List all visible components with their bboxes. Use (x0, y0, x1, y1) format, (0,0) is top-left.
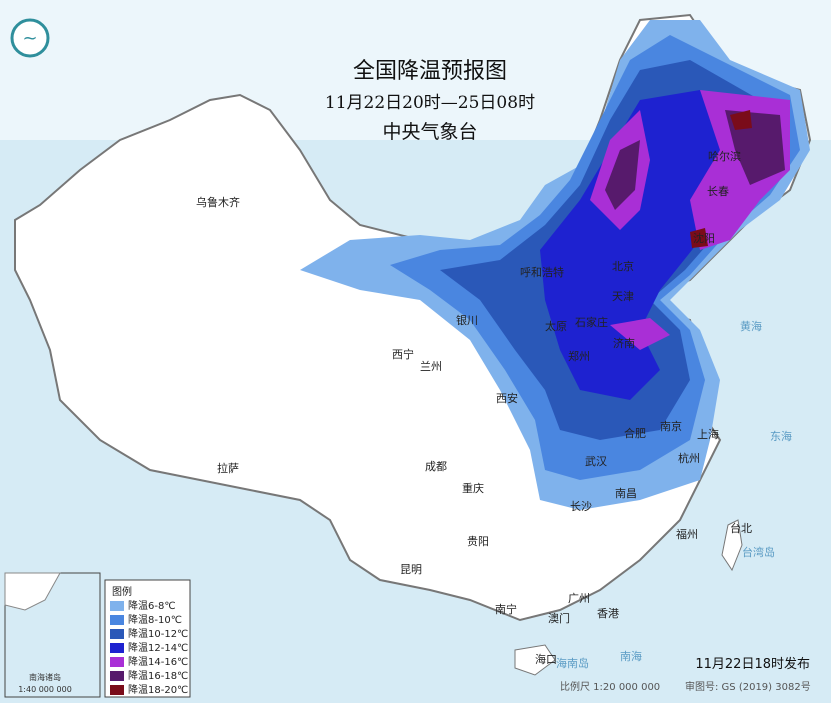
sea-label: 黄海 (740, 319, 762, 333)
legend-swatch (110, 671, 124, 681)
legend-label: 降温6-8℃ (128, 599, 176, 612)
inset-land (4, 572, 61, 611)
legend-swatch (110, 657, 124, 667)
logo (10, 18, 50, 58)
city: 南京 (660, 419, 682, 433)
legend-label: 降温14-16℃ (128, 655, 188, 668)
scale-note: 比例尺 1:20 000 000 (560, 680, 660, 693)
legend-swatch (110, 685, 124, 695)
city: 长春 (707, 185, 729, 198)
city: 呼和浩特 (520, 265, 564, 279)
legend: 降温6-8℃降温8-10℃降温10-12℃降温12-14℃降温14-16℃降温1… (110, 599, 188, 696)
issuer: 中央气象台 (382, 121, 477, 143)
title: 全国降温预报图 (353, 59, 507, 84)
city: 台北 (730, 521, 752, 535)
city: 重庆 (462, 481, 484, 495)
city: 合肥 (624, 426, 646, 440)
city: 石家庄 (575, 315, 608, 329)
logo-mark: ~ (22, 28, 37, 49)
city: 乌鲁木齐 (196, 195, 240, 209)
legend-swatch (110, 643, 124, 653)
period: 11月22日20时—25日08时 (325, 93, 535, 113)
city: 北京 (612, 259, 634, 273)
city: 银川 (456, 313, 478, 327)
city: 沈阳 (693, 231, 715, 245)
city: 兰州 (420, 360, 442, 373)
island-label: 台湾岛 (742, 545, 775, 559)
cooling-zone (605, 140, 640, 210)
hainan (514, 644, 556, 676)
city: 西安 (496, 391, 518, 405)
cooling-zone (730, 110, 752, 130)
cooling-zone (610, 318, 670, 350)
cities: 乌鲁木齐 西宁 兰州 银川 呼和浩特 北京 天津 石家庄 太原 济南 郑州 西安… (196, 149, 752, 666)
city: 昆明 (400, 563, 422, 576)
city: 成都 (425, 460, 447, 473)
approval-note: 审图号: GS (2019) 3082号 (685, 680, 811, 693)
city: 长沙 (570, 500, 592, 513)
legend-label: 降温8-10℃ (128, 613, 182, 626)
city: 郑州 (568, 349, 590, 363)
city: 太原 (545, 320, 567, 333)
inset-scale: 1:40 000 000 (18, 685, 72, 694)
city: 香港 (597, 607, 619, 620)
island-label: 海南岛 (556, 656, 589, 670)
city: 济南 (613, 336, 635, 350)
legend-swatch (110, 601, 124, 611)
legend-swatch (110, 615, 124, 625)
city: 福州 (676, 527, 698, 541)
city: 海口 (535, 652, 557, 666)
legend-label: 降温12-14℃ (128, 641, 188, 654)
legend-label: 降温16-18℃ (128, 669, 188, 682)
legend-swatch (110, 629, 124, 639)
legend-title: 图例 (112, 585, 132, 598)
city: 贵阳 (467, 535, 489, 548)
city: 武汉 (585, 455, 607, 468)
legend-label: 降温10-12℃ (128, 627, 188, 640)
city: 杭州 (678, 451, 700, 465)
city: 南昌 (615, 487, 637, 500)
city: 拉萨 (217, 461, 239, 475)
city: 西宁 (392, 347, 414, 361)
legend-label: 降温18-20℃ (128, 683, 188, 696)
city: 上海 (697, 427, 719, 441)
taiwan (721, 519, 743, 572)
city: 哈尔滨 (708, 149, 741, 163)
city: 南宁 (495, 602, 517, 616)
issued-time: 11月22日18时发布 (695, 656, 810, 672)
city: 天津 (612, 290, 634, 303)
city: 广州 (568, 592, 590, 605)
city: 澳门 (548, 611, 570, 625)
sea-label: 南海 (620, 649, 642, 663)
cooling-zone (690, 228, 708, 248)
sea-label: 东海 (770, 429, 792, 443)
inset-title: 南海诸岛 (29, 672, 61, 682)
